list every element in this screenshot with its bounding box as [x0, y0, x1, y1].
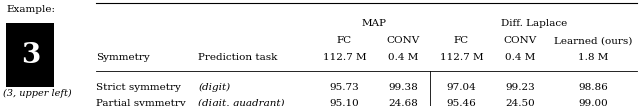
Text: Prediction task: Prediction task: [198, 53, 278, 62]
Text: 1.8 M: 1.8 M: [578, 53, 608, 62]
Text: Example:: Example:: [6, 5, 56, 14]
Text: 99.23: 99.23: [505, 83, 535, 92]
Text: MAP: MAP: [361, 19, 386, 28]
Text: 112.7 M: 112.7 M: [323, 53, 366, 62]
Text: 24.68: 24.68: [388, 99, 418, 106]
Text: Partial symmetry: Partial symmetry: [96, 99, 186, 106]
Text: Diff. Laplace: Diff. Laplace: [501, 19, 568, 28]
Text: 0.4 M: 0.4 M: [388, 53, 418, 62]
Text: 112.7 M: 112.7 M: [440, 53, 483, 62]
Text: 24.50: 24.50: [505, 99, 535, 106]
Text: 99.00: 99.00: [578, 99, 608, 106]
Text: 0.4 M: 0.4 M: [505, 53, 535, 62]
Text: 98.86: 98.86: [578, 83, 608, 92]
Text: (digit): (digit): [198, 83, 230, 92]
Text: Strict symmetry: Strict symmetry: [96, 83, 181, 92]
Text: (digit, quadrant): (digit, quadrant): [198, 99, 285, 106]
Text: FC: FC: [337, 36, 352, 45]
Text: CONV: CONV: [387, 36, 420, 45]
Text: 95.46: 95.46: [447, 99, 476, 106]
Text: 95.73: 95.73: [330, 83, 359, 92]
Text: (3, upper left): (3, upper left): [3, 88, 72, 98]
Text: 99.38: 99.38: [388, 83, 418, 92]
Text: Symmetry: Symmetry: [96, 53, 150, 62]
Text: CONV: CONV: [503, 36, 536, 45]
Text: Learned (ours): Learned (ours): [554, 36, 632, 45]
Text: 95.10: 95.10: [330, 99, 359, 106]
Text: 97.04: 97.04: [447, 83, 476, 92]
FancyBboxPatch shape: [6, 23, 54, 87]
Text: 3: 3: [20, 42, 40, 69]
Text: FC: FC: [454, 36, 469, 45]
